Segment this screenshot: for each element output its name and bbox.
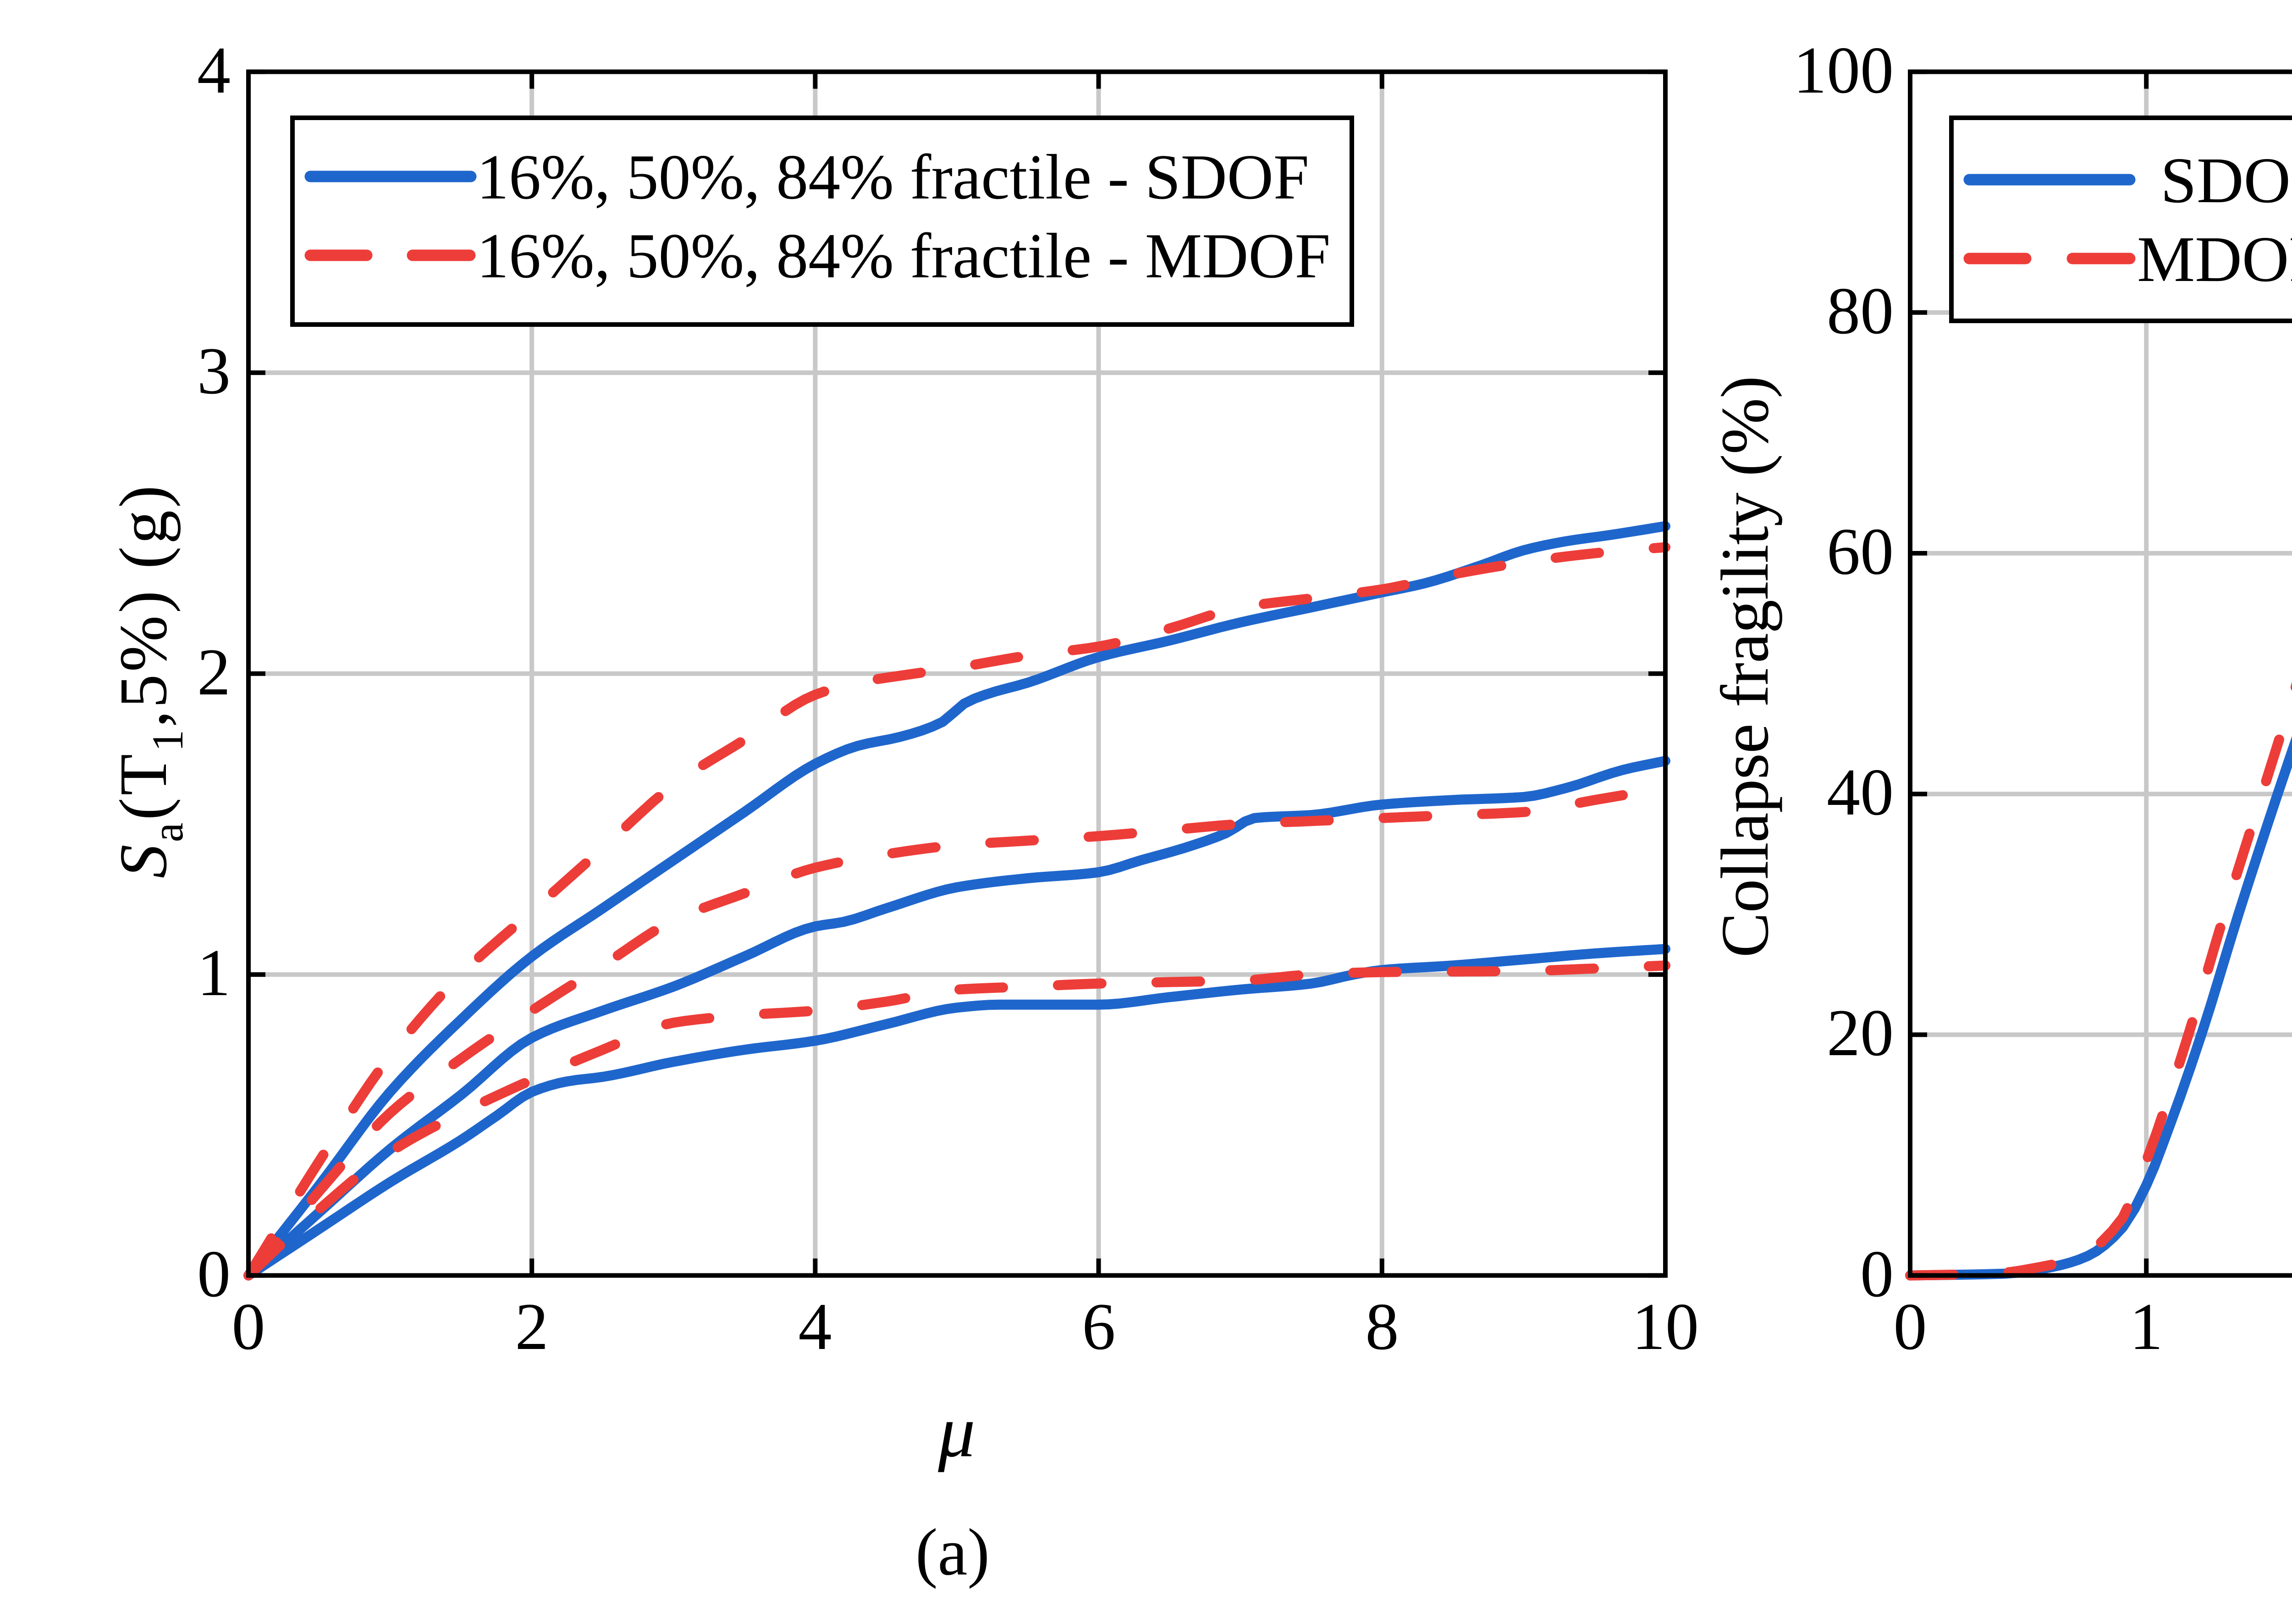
svg-text:0: 0 (232, 1289, 265, 1364)
svg-text:0: 0 (197, 1237, 231, 1311)
svg-text:2: 2 (515, 1289, 549, 1364)
svg-text:MDOF: MDOF (2137, 223, 2292, 295)
svg-text:SDOF: SDOF (2160, 144, 2292, 216)
svg-text:80: 80 (1827, 274, 1894, 348)
svg-text:4: 4 (799, 1289, 832, 1364)
svg-text:3: 3 (197, 334, 231, 408)
svg-text:Sa(T1,5%) (g): Sa(T1,5%) (g) (106, 483, 192, 878)
svg-text:100: 100 (1793, 33, 1894, 107)
svg-text:20: 20 (1827, 996, 1894, 1070)
svg-text:0: 0 (1860, 1237, 1894, 1311)
svg-text:16%, 50%, 84% fractile - MDOF: 16%, 50%, 84% fractile - MDOF (477, 220, 1330, 292)
svg-text:1: 1 (197, 936, 231, 1010)
svg-text:4: 4 (197, 33, 231, 107)
svg-text:1: 1 (2130, 1289, 2163, 1364)
svg-text:Collapse fragility (%): Collapse fragility (%) (1708, 376, 1783, 958)
svg-text:2: 2 (197, 635, 231, 709)
svg-text:(a): (a) (915, 1515, 990, 1589)
svg-text:40: 40 (1827, 755, 1894, 829)
svg-text:16%, 50%, 84% fractile - SDOF: 16%, 50%, 84% fractile - SDOF (477, 142, 1309, 213)
svg-text:0: 0 (1894, 1289, 1927, 1364)
svg-text:μ: μ (937, 1391, 975, 1473)
svg-text:60: 60 (1827, 514, 1894, 589)
svg-text:8: 8 (1366, 1289, 1399, 1364)
svg-text:10: 10 (1632, 1289, 1699, 1364)
svg-text:6: 6 (1082, 1289, 1116, 1364)
